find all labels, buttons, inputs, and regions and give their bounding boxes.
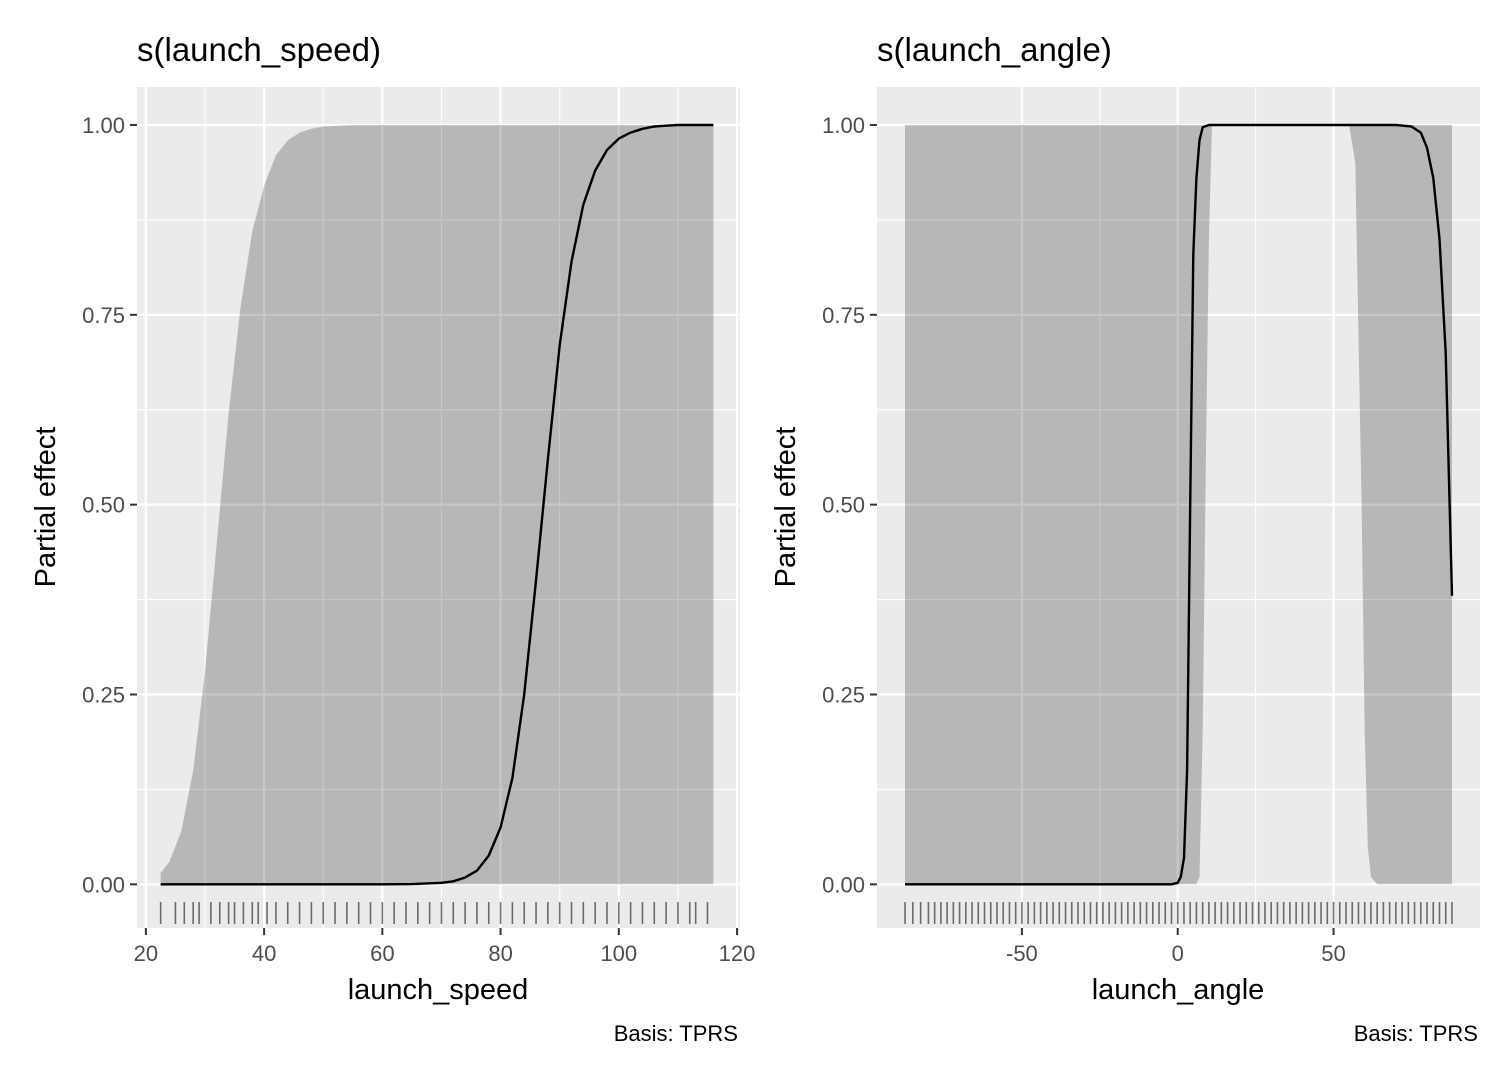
y-tick-label: 0.75	[82, 303, 125, 328]
confidence-band-area	[905, 125, 1452, 885]
caption: Basis: TPRS	[1354, 1021, 1478, 1046]
x-tick-label: 0	[1172, 941, 1184, 966]
estimate-line	[160, 123, 714, 886]
rug-marks	[904, 902, 1453, 924]
x-tick-label: 20	[134, 941, 158, 966]
estimate-polyline	[905, 123, 1454, 886]
rug-marks	[159, 902, 709, 924]
panel-launch-speed: s(launch_speed) 20 40 60 80 100 120 0.000.250…	[30, 31, 755, 1046]
confidence-band-area	[160, 125, 714, 885]
panel-launch-angle: s(launch_angle) -50 0 50 0.00 0.25 0.50 0.75 1…	[770, 31, 1480, 1046]
x-axis: -50 0 50	[1006, 928, 1346, 966]
x-axis-title: launch_speed	[348, 974, 529, 1006]
y-axis: 0.00 0.25 0.50 0.75 1.00	[82, 113, 137, 897]
x-tick-label: 80	[488, 941, 512, 966]
estimate-line	[905, 123, 1454, 886]
gridlines	[137, 87, 740, 928]
x-tick-label: 50	[1321, 941, 1345, 966]
y-tick-label: 0.25	[82, 682, 125, 707]
panel-title: s(launch_speed)	[137, 31, 381, 68]
y-tick-label: 0.00	[82, 872, 125, 897]
panel-title: s(launch_angle)	[877, 31, 1112, 68]
caption: Basis: TPRS	[614, 1021, 738, 1046]
y-tick-label: 0.50	[822, 493, 865, 518]
y-tick-label: 1.00	[822, 113, 865, 138]
y-tick-label: 0.75	[822, 303, 865, 328]
y-axis-title: Partial effect	[770, 427, 802, 588]
x-tick-label: 60	[370, 941, 394, 966]
x-tick-label: 40	[252, 941, 276, 966]
estimate-polyline	[160, 123, 714, 886]
x-tick-label: 120	[719, 941, 756, 966]
y-axis-title: Partial effect	[30, 427, 62, 588]
y-tick-label: 0.25	[822, 682, 865, 707]
confidence-band	[905, 125, 1452, 885]
x-axis: 20 40 60 80 100 120	[134, 928, 756, 966]
y-tick-label: 0.50	[82, 493, 125, 518]
y-tick-label: 1.00	[82, 113, 125, 138]
plot-background	[137, 87, 740, 928]
y-axis: 0.00 0.25 0.50 0.75 1.00	[822, 113, 877, 897]
y-tick-label: 0.00	[822, 872, 865, 897]
x-axis-title: launch_angle	[1092, 974, 1265, 1006]
x-tick-label: 100	[600, 941, 637, 966]
confidence-band	[160, 125, 714, 885]
x-tick-label: -50	[1006, 941, 1038, 966]
